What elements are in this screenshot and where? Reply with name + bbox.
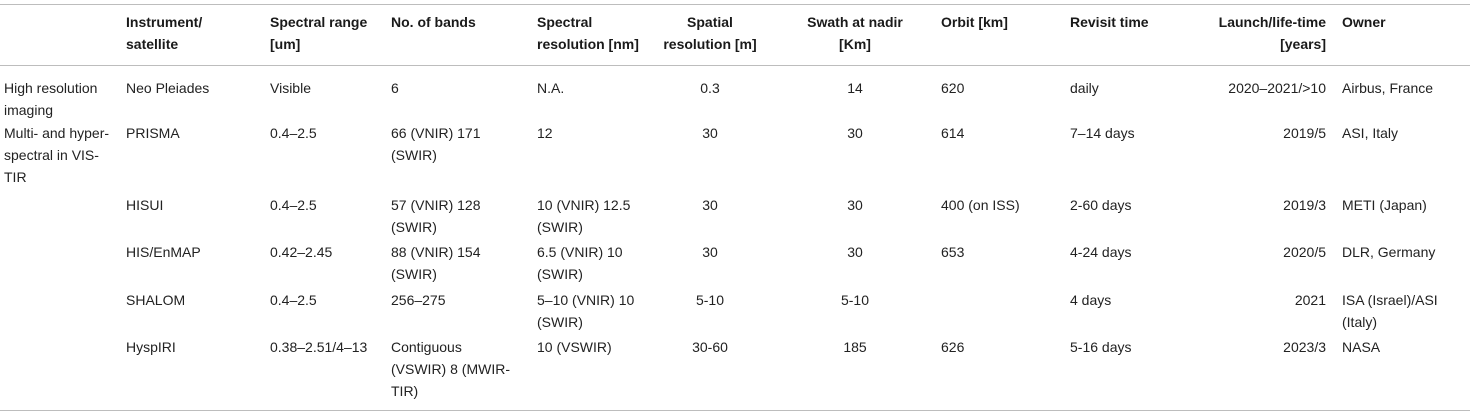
table-cell: METI (Japan) bbox=[1342, 197, 1427, 213]
header-cell: Spectral range [um] bbox=[270, 14, 368, 52]
header-rule bbox=[0, 65, 1470, 66]
table-cell: 30-60 bbox=[692, 339, 728, 355]
table-cell: 0.38–2.51/4–13 bbox=[270, 339, 368, 355]
table-cell: 653 bbox=[941, 244, 965, 260]
table-cell: 185 bbox=[843, 339, 867, 355]
table-cell: Visible bbox=[270, 80, 311, 96]
table-cell: 5–10 (VNIR) 10 (SWIR) bbox=[537, 292, 635, 330]
table-cell: 30 bbox=[702, 244, 718, 260]
row-group-label: Multi- and hyper-spectral in VIS-TIR bbox=[4, 125, 110, 185]
table-cell: 5-16 days bbox=[1070, 339, 1132, 355]
table-cell: 5-10 bbox=[695, 292, 725, 308]
header-cell: Owner bbox=[1342, 14, 1386, 30]
table-cell: 620 bbox=[941, 80, 965, 96]
table-cell: 626 bbox=[941, 339, 965, 355]
table-cell: 10 (VNIR) 12.5 (SWIR) bbox=[537, 197, 631, 235]
table-cell: 2019/3 bbox=[1283, 197, 1326, 213]
top-rule bbox=[0, 4, 1470, 5]
bottom-rule bbox=[0, 410, 1470, 411]
header-cell: Launch/life-time [years] bbox=[1218, 14, 1326, 52]
row-group-label: High resolution imaging bbox=[4, 80, 98, 118]
table-cell: 400 (on ISS) bbox=[941, 197, 1020, 213]
table-cell: DLR, Germany bbox=[1342, 244, 1436, 260]
table-cell: 57 (VNIR) 128 (SWIR) bbox=[391, 197, 481, 235]
header-cell: Instrument/ satellite bbox=[126, 14, 203, 52]
header-cell: Spatial resolution [m] bbox=[663, 14, 757, 52]
table-cell: 2021 bbox=[1294, 292, 1326, 308]
table-cell: 2020–2021/>10 bbox=[1228, 80, 1326, 96]
table-cell: 4-24 days bbox=[1070, 244, 1132, 260]
table-cell: HyspIRI bbox=[126, 339, 176, 355]
table-cell: daily bbox=[1070, 80, 1099, 96]
table-cell: 614 bbox=[941, 125, 965, 141]
table-cell: 30 bbox=[847, 244, 863, 260]
table-cell: 6 bbox=[391, 80, 399, 96]
table-cell: PRISMA bbox=[126, 125, 180, 141]
table-cell: 256–275 bbox=[391, 292, 446, 308]
table-cell: 2-60 days bbox=[1070, 197, 1132, 213]
table-cell: ASI, Italy bbox=[1342, 125, 1399, 141]
table-cell: 2020/5 bbox=[1283, 244, 1326, 260]
table-cell: 14 bbox=[847, 80, 863, 96]
table-cell: 0.4–2.5 bbox=[270, 197, 317, 213]
table-cell: 0.3 bbox=[700, 80, 720, 96]
table-cell: Contiguous (VSWIR) 8 (MWIR-TIR) bbox=[391, 339, 510, 399]
table-cell: 12 bbox=[537, 125, 553, 141]
table-cell: Neo Pleiades bbox=[126, 80, 210, 96]
table-cell: 7–14 days bbox=[1070, 125, 1135, 141]
table-cell: 30 bbox=[847, 197, 863, 213]
table-cell: 66 (VNIR) 171 (SWIR) bbox=[391, 125, 481, 163]
header-cell: Revisit time bbox=[1070, 14, 1149, 30]
table-cell: 88 (VNIR) 154 (SWIR) bbox=[391, 244, 481, 282]
table-cell: 6.5 (VNIR) 10 (SWIR) bbox=[537, 244, 623, 282]
table-cell: ISA (Israel)/ASI (Italy) bbox=[1342, 292, 1438, 330]
table-cell: 0.4–2.5 bbox=[270, 125, 317, 141]
table-cell: 4 days bbox=[1070, 292, 1112, 308]
header-cell: No. of bands bbox=[391, 14, 476, 30]
table-cell: SHALOM bbox=[126, 292, 186, 308]
table-cell: 30 bbox=[847, 125, 863, 141]
table-cell: HISUI bbox=[126, 197, 164, 213]
table-cell: 30 bbox=[702, 197, 718, 213]
table-cell: 0.4–2.5 bbox=[270, 292, 317, 308]
table-cell: 5-10 bbox=[840, 292, 870, 308]
table-cell: 2023/3 bbox=[1283, 339, 1326, 355]
table-cell: 0.42–2.45 bbox=[270, 244, 333, 260]
header-cell: Orbit [km] bbox=[941, 14, 1008, 30]
table-cell: N.A. bbox=[537, 80, 565, 96]
table-cell: NASA bbox=[1342, 339, 1381, 355]
header-cell: Spectral resolution [nm] bbox=[537, 14, 639, 52]
header-cell: Swath at nadir [Km] bbox=[807, 14, 903, 52]
table-cell: Airbus, France bbox=[1342, 80, 1434, 96]
table-cell: 30 bbox=[702, 125, 718, 141]
table-cell: HIS/EnMAP bbox=[126, 244, 201, 260]
table-cell: 10 (VSWIR) bbox=[537, 339, 612, 355]
table-cell: 2019/5 bbox=[1283, 125, 1326, 141]
